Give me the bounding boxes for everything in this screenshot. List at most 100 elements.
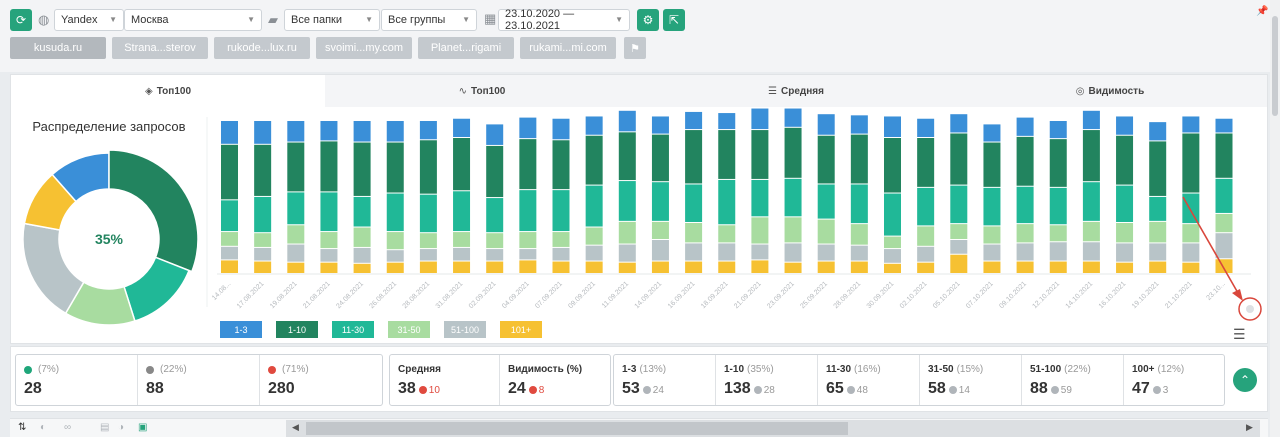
bar-segment[interactable] [519, 190, 537, 232]
bar-segment[interactable] [552, 261, 570, 273]
bar-segment[interactable] [1082, 110, 1100, 130]
bar-segment[interactable] [917, 187, 935, 226]
bar-segment[interactable] [950, 254, 968, 273]
bar-segment[interactable] [751, 108, 769, 130]
bar-segment[interactable] [718, 261, 736, 273]
bar-segment[interactable] [850, 115, 868, 134]
bar-segment[interactable] [651, 261, 669, 273]
bar-segment[interactable] [651, 221, 669, 239]
bar-segment[interactable] [419, 249, 437, 261]
scrollbar-thumb[interactable] [306, 422, 848, 435]
bar-segment[interactable] [651, 116, 669, 134]
link-icon[interactable]: ∞ [64, 422, 72, 433]
bar-segment[interactable] [386, 250, 404, 262]
date-range-select[interactable]: 23.10.2020 — 23.10.2021 ▼ [498, 8, 630, 32]
toggle-icon[interactable]: ◐ [40, 422, 47, 433]
bar-segment[interactable] [685, 261, 703, 273]
bar-segment[interactable] [685, 111, 703, 130]
horizontal-scrollbar[interactable]: ◀ ▶ [286, 420, 1260, 437]
bar-segment[interactable] [1116, 243, 1134, 262]
bar-segment[interactable] [287, 142, 305, 192]
bar-segment[interactable] [1182, 243, 1200, 262]
bar-segment[interactable] [950, 185, 968, 224]
bar-segment[interactable] [453, 118, 471, 137]
folders-select[interactable]: Все папки ▼ [284, 9, 380, 31]
bar-segment[interactable] [1116, 223, 1134, 243]
bar-segment[interactable] [453, 247, 471, 261]
bar-segment[interactable] [950, 224, 968, 239]
scroll-left-icon[interactable]: ◀ [292, 422, 299, 432]
bar-segment[interactable] [519, 139, 537, 190]
bar-segment[interactable] [1049, 187, 1067, 225]
bar-segment[interactable] [917, 262, 935, 273]
bar-segment[interactable] [1116, 262, 1134, 273]
sort-icon[interactable]: ⇅ [18, 422, 27, 433]
bar-segment[interactable] [287, 121, 305, 142]
bar-segment[interactable] [1016, 224, 1034, 243]
bar-segment[interactable] [850, 184, 868, 224]
bar-segment[interactable] [386, 121, 404, 142]
bar-segment[interactable] [1215, 118, 1233, 133]
bar-segment[interactable] [651, 240, 669, 261]
legend-item[interactable]: 1-10 [276, 321, 318, 338]
bar-segment[interactable] [884, 249, 901, 263]
bar-segment[interactable] [983, 124, 1001, 142]
bar-segment[interactable] [221, 144, 238, 200]
bar-segment[interactable] [1082, 130, 1100, 182]
bar-segment[interactable] [884, 263, 901, 273]
bar-segment[interactable] [884, 116, 901, 137]
bar-segment[interactable] [983, 142, 1001, 187]
bar-segment[interactable] [419, 261, 437, 273]
bar-segment[interactable] [817, 114, 835, 135]
bar-segment[interactable] [419, 140, 437, 194]
bar-segment[interactable] [486, 145, 504, 198]
bar-segment[interactable] [983, 261, 1001, 273]
bar-segment[interactable] [718, 243, 736, 261]
chart-menu-button[interactable]: ☰ [1233, 326, 1246, 343]
bar-segment[interactable] [353, 121, 371, 142]
donut-segment-101+[interactable] [23, 173, 77, 231]
site-tab[interactable]: rukode...lux.ru [214, 37, 310, 59]
bar-segment[interactable] [1149, 141, 1167, 196]
bar-segment[interactable] [884, 193, 901, 236]
legend-item[interactable]: 11-30 [332, 321, 374, 338]
bar-segment[interactable] [552, 140, 570, 190]
bar-segment[interactable] [817, 135, 835, 184]
tab-1[interactable]: ∿ Топ100 [325, 75, 639, 107]
bar-segment[interactable] [784, 262, 802, 273]
bar-segment[interactable] [1016, 117, 1034, 136]
donut-segment-11-30[interactable] [123, 256, 190, 322]
bar-segment[interactable] [519, 232, 537, 249]
bar-segment[interactable] [618, 262, 636, 273]
bar-segment[interactable] [983, 187, 1001, 226]
site-tab[interactable]: Planet...rigami [418, 37, 514, 59]
site-tab[interactable]: kusuda.ru [10, 37, 106, 59]
bar-segment[interactable] [254, 261, 272, 273]
bar-segment[interactable] [1082, 182, 1100, 221]
bar-segment[interactable] [1049, 261, 1067, 273]
bar-segment[interactable] [1016, 186, 1034, 224]
bar-segment[interactable] [585, 135, 603, 185]
settings-button[interactable]: ⚙ [637, 9, 659, 31]
bar-segment[interactable] [1215, 259, 1233, 273]
bar-segment[interactable] [1149, 243, 1167, 261]
bar-segment[interactable] [685, 243, 703, 261]
legend-item[interactable]: 1-3 [220, 321, 262, 338]
bar-segment[interactable] [1182, 133, 1200, 193]
bar-segment[interactable] [552, 247, 570, 261]
bar-segment[interactable] [784, 127, 802, 178]
site-tab[interactable]: svoimi...my.com [316, 37, 412, 59]
next-page-dot[interactable] [1246, 305, 1254, 313]
donut-segment-1-10[interactable] [108, 149, 199, 273]
bar-segment[interactable] [884, 236, 901, 249]
bar-segment[interactable] [1149, 221, 1167, 243]
bar-segment[interactable] [1116, 185, 1134, 222]
bar-segment[interactable] [917, 138, 935, 187]
bar-segment[interactable] [817, 244, 835, 261]
bar-segment[interactable] [453, 232, 471, 247]
bar-segment[interactable] [221, 260, 238, 273]
bar-segment[interactable] [784, 243, 802, 262]
bar-segment[interactable] [486, 124, 504, 145]
bar-segment[interactable] [287, 262, 305, 273]
bar-segment[interactable] [817, 261, 835, 273]
